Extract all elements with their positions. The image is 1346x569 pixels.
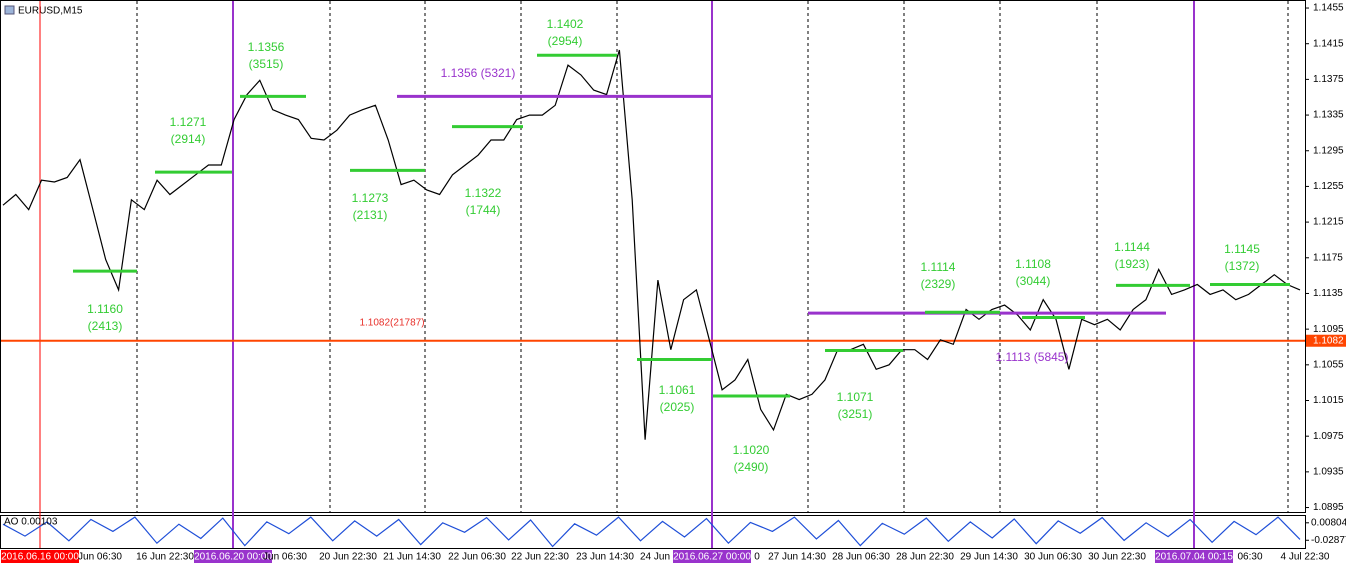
x-label-highlight [673,550,751,563]
zone-label: 1.1113 (5845) [996,350,1069,364]
level-volume: (3044) [1016,274,1051,288]
level-volume: (2490) [734,460,769,474]
level-price: 1.1160 [87,302,123,316]
price-tag [1306,334,1346,347]
x-tick-label: 24 Jun [640,552,670,563]
x-tick-label: 22 Jun 22:30 [511,552,569,563]
x-tick-label: 2016.06.20 00:00 [194,552,272,563]
level-price: 1.1020 [733,443,770,457]
level-volume: (3251) [838,407,873,421]
y-tick-label: 1.0975 [1313,431,1344,442]
level-volume: (3515) [249,57,284,71]
x-tick-label: 22 Jun 06:30 [448,552,506,563]
x-tick-label: 27 Jun 14:30 [768,552,826,563]
level-volume: (2413) [88,319,123,333]
y-tick-label: 1.1175 [1313,252,1343,263]
main-frame [0,0,1306,513]
level-volume: (1923) [1115,257,1150,271]
level-price: 1.1145 [1224,242,1260,256]
indicator-label: AO 0.00103 [4,517,58,528]
y-tick-label: 1.1135 [1313,288,1343,299]
level-price: 1.1271 [170,115,207,129]
x-tick-label: 30 Jun 22:30 [1088,552,1146,563]
x-label-highlight [1,550,79,563]
y-tick-label: 1.1095 [1313,324,1344,335]
x-tick-label: 28 Jun 06:30 [832,552,890,563]
x-tick-label: 4 Jul 22:30 [1281,552,1330,563]
level-price: 1.1114 [921,260,956,274]
y-tick-label: 1.1015 [1313,395,1344,406]
level-price: 1.1322 [465,186,502,200]
x-tick-label: 28 Jun 22:30 [896,552,954,563]
x-label-highlight [194,550,272,563]
y-tick-label: 1.1455 [1313,3,1344,14]
level-volume: (2025) [660,400,695,414]
x-tick-label: 2016.07.04 00:15 [1155,552,1233,563]
x-tick-label: 30 Jun 06:30 [1024,552,1082,563]
level-volume: (1372) [1225,259,1260,273]
y-tick-label: 1.1375 [1313,74,1344,85]
x-tick-label: 2016.06.16 00:00 [1,552,79,563]
x-tick-label: 2016.06.27 00:00 [673,552,751,563]
level-price: 1.1356 [248,40,285,54]
y-tick-label: 1.0895 [1313,502,1344,513]
level-price: 1.1144 [1114,240,1150,254]
x-tick-label: 20 Jun 22:30 [319,552,377,563]
y-tick-label: 1.1335 [1313,110,1344,121]
price-tag-label: 1.1082 [1313,335,1344,346]
indicator-tick-label: 0.00804 [1311,517,1346,528]
x-tick-label: Jun 06:30 [263,552,307,563]
x-tick-label: 21 Jun 14:30 [383,552,441,563]
level-volume: (2131) [353,208,388,222]
level-price: 1.1402 [547,17,584,31]
x-label-highlight [1155,550,1233,563]
x-tick-label: 29 Jun 14:30 [960,552,1018,563]
pivot-label: 1.1082(21787) [359,318,424,329]
indicator-frame [0,515,1306,549]
zone-label: 1.1356 (5321) [441,66,516,80]
chart-title: EURUSD,M15 [18,6,83,17]
level-price: 1.1108 [1015,257,1051,271]
x-tick-label: 16 Jun 22:30 [136,552,194,563]
y-tick-label: 1.1255 [1313,181,1344,192]
level-price: 1.1273 [352,191,389,205]
level-volume: (2954) [548,34,583,48]
y-tick-label: 1.1415 [1313,38,1344,49]
x-tick-label: 0 [754,552,760,563]
level-price: 1.1071 [837,390,874,404]
indicator-line [2,516,1301,548]
level-volume: (1744) [466,203,501,217]
symbol-icon [4,5,15,15]
y-tick-label: 1.1295 [1313,145,1344,156]
indicator-tick-label: -0.02877 [1311,535,1346,546]
level-price: 1.1061 [659,383,696,397]
x-tick-label: 06:30 [1237,552,1262,563]
level-volume: (2329) [921,277,956,291]
x-tick-label: Jun 06:30 [78,552,122,563]
y-tick-label: 1.1215 [1313,217,1344,228]
y-tick-label: 1.0935 [1313,467,1344,478]
y-tick-label: 1.1055 [1313,359,1344,370]
level-volume: (2914) [171,132,206,146]
x-tick-label: 23 Jun 14:30 [576,552,634,563]
